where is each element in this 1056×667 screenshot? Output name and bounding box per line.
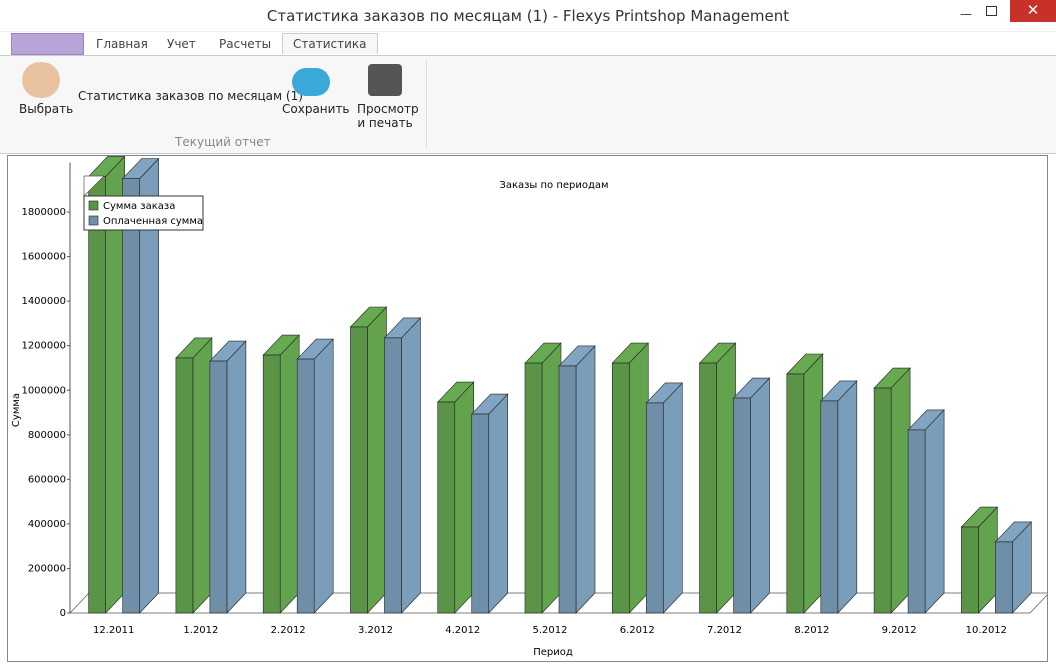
- bar-side: [541, 342, 562, 614]
- bar: [209, 360, 228, 614]
- y-tick-label: 0: [60, 608, 66, 619]
- bar: [995, 541, 1013, 614]
- bar-side: [192, 337, 213, 614]
- bar-side: [313, 338, 334, 614]
- bar: [88, 176, 106, 614]
- y-tick-label: 200000: [28, 563, 66, 574]
- bar: [733, 397, 751, 614]
- window-title: Статистика заказов по месяцам (1) - Flex…: [266, 7, 790, 25]
- tab-active[interactable]: Статистика: [282, 33, 378, 54]
- x-tick-label: 1.2012: [183, 625, 218, 636]
- tab[interactable]: Учет: [167, 37, 196, 51]
- x-tick-label: 8.2012: [794, 625, 829, 636]
- y-tick-label: 800000: [28, 430, 66, 441]
- title-bar: Статистика заказов по месяцам (1) - Flex…: [0, 0, 1056, 32]
- x-tick-label: 4.2012: [445, 625, 480, 636]
- label: Просмотр: [357, 102, 419, 116]
- bar: [820, 400, 839, 614]
- chart-title: Заказы по периодам: [499, 180, 608, 191]
- bar-side: [716, 342, 736, 614]
- x-tick-label: 9.2012: [882, 625, 917, 636]
- bar-side: [890, 367, 911, 614]
- bar: [786, 373, 805, 614]
- bar: [350, 326, 368, 614]
- tab[interactable]: Главная: [96, 37, 148, 51]
- x-tick-label: 12.2011: [93, 625, 134, 636]
- print-icon: [368, 64, 402, 96]
- y-tick-label: 600000: [28, 474, 66, 485]
- report-name: Статистика заказов по месяцам (1): [78, 89, 303, 103]
- bar-side: [750, 377, 770, 614]
- x-tick-label: 7.2012: [707, 625, 742, 636]
- x-axis-label: Период: [533, 647, 573, 658]
- bar-side: [662, 382, 683, 614]
- print-button[interactable]: Просмотр и печать: [357, 102, 419, 130]
- close[interactable]: ✕: [1010, 0, 1056, 22]
- tab-bar: Главная Учет Расчеты Статистика: [0, 31, 1056, 55]
- legend-label: Сумма заказа: [103, 201, 175, 212]
- app-menu[interactable]: [11, 33, 84, 55]
- bar: [471, 413, 490, 614]
- bar: [699, 362, 717, 614]
- legend-label: Оплаченная сумма: [103, 216, 203, 227]
- chart: Заказы по периодам Период Сумма 0 200000 4000…: [7, 155, 1048, 662]
- bar: [961, 526, 979, 614]
- minimize[interactable]: —: [960, 7, 972, 21]
- bar: [873, 387, 892, 614]
- bar-side: [488, 393, 509, 614]
- bar-side: [279, 334, 300, 614]
- bar: [296, 358, 315, 614]
- separator: [426, 60, 427, 148]
- y-tick-label: 1000000: [21, 385, 66, 396]
- bar-side: [575, 345, 596, 614]
- y-axis-label: Сумма: [11, 393, 22, 427]
- maximize[interactable]: [986, 6, 997, 16]
- bar-side: [401, 317, 421, 614]
- y-tick-label: 1400000: [21, 296, 66, 307]
- bar-side: [628, 342, 649, 614]
- legend: [83, 195, 204, 231]
- bar: [262, 354, 281, 614]
- legend-corner: [83, 175, 105, 197]
- bar-side: [367, 306, 387, 614]
- x-tick-label: 10.2012: [966, 625, 1007, 636]
- save-icon: [292, 68, 330, 96]
- bar-side: [454, 381, 475, 614]
- bar-side: [924, 409, 945, 614]
- bar: [907, 429, 926, 614]
- y-tick-label: 1200000: [21, 341, 66, 352]
- group-label: Текущий отчет: [175, 135, 271, 149]
- bar: [611, 362, 630, 614]
- select-button[interactable]: Выбрать: [19, 102, 74, 116]
- label: и печать: [357, 116, 413, 130]
- x-tick-label: 5.2012: [533, 625, 568, 636]
- y-tick-label: 1600000: [21, 252, 66, 263]
- legend-swatch: [88, 215, 99, 226]
- x-tick-label: 3.2012: [358, 625, 393, 636]
- bar: [645, 402, 664, 614]
- x-tick-label: 2.2012: [271, 625, 306, 636]
- bar-side: [837, 380, 858, 614]
- bar: [122, 178, 140, 614]
- x-tick-label: 6.2012: [620, 625, 655, 636]
- bar: [384, 337, 402, 614]
- bar: [524, 362, 543, 614]
- legend-swatch: [88, 200, 99, 211]
- y-tick-label: 400000: [28, 519, 66, 530]
- ribbon: Выбрать Статистика заказов по месяцам (1…: [0, 55, 1056, 154]
- select-icon: [22, 62, 60, 98]
- y-tick-label: 1800000: [21, 207, 66, 218]
- bar: [437, 401, 456, 614]
- tab[interactable]: Расчеты: [219, 37, 272, 51]
- bar-side: [226, 340, 247, 614]
- bar: [175, 357, 194, 614]
- bar-side: [803, 353, 824, 614]
- save-button[interactable]: Сохранить: [282, 102, 350, 116]
- bar: [558, 365, 577, 614]
